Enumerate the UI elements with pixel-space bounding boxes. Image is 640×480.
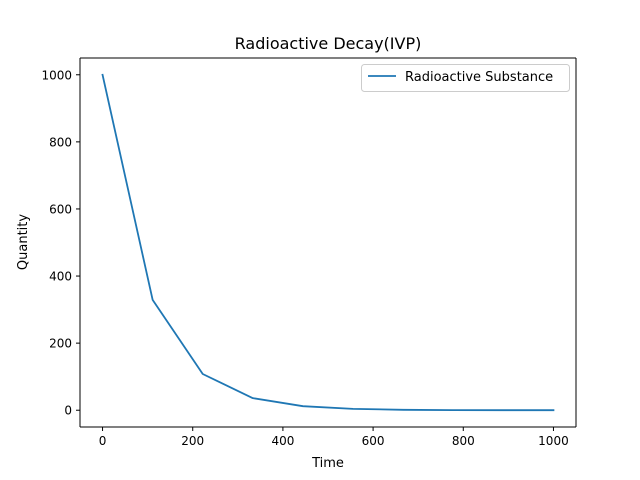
x-axis-label: Time [311, 456, 344, 471]
x-tick-label: 1000 [538, 434, 569, 448]
x-tick-label: 0 [99, 434, 107, 448]
plot-frame [79, 57, 577, 428]
legend-box [361, 64, 570, 92]
x-tick-label: 400 [271, 434, 294, 448]
y-tick-label: 200 [49, 337, 72, 351]
x-tick-label: 800 [452, 434, 475, 448]
series-line-radioactive-substance [101, 73, 555, 412]
y-axis-ticks: 0 200 400 600 800 1000 [41, 68, 80, 418]
y-tick-label: 400 [49, 270, 72, 284]
y-axis-label: Quantity [16, 214, 31, 270]
x-tick-label: 200 [181, 434, 204, 448]
y-tick-label: 1000 [41, 68, 72, 82]
x-tick-label: 600 [362, 434, 385, 448]
y-tick-label: 600 [49, 202, 72, 216]
legend-label: Radioactive Substance [405, 70, 553, 85]
y-tick-label: 800 [49, 135, 72, 149]
plot-area [80, 58, 576, 427]
chart-title: Radioactive Decay(IVP) [235, 34, 422, 53]
legend: Radioactive Substance [361, 64, 570, 92]
series-layer [101, 73, 555, 412]
y-tick-label: 0 [64, 404, 72, 418]
x-axis-ticks: 0 200 400 600 800 1000 [99, 427, 569, 448]
